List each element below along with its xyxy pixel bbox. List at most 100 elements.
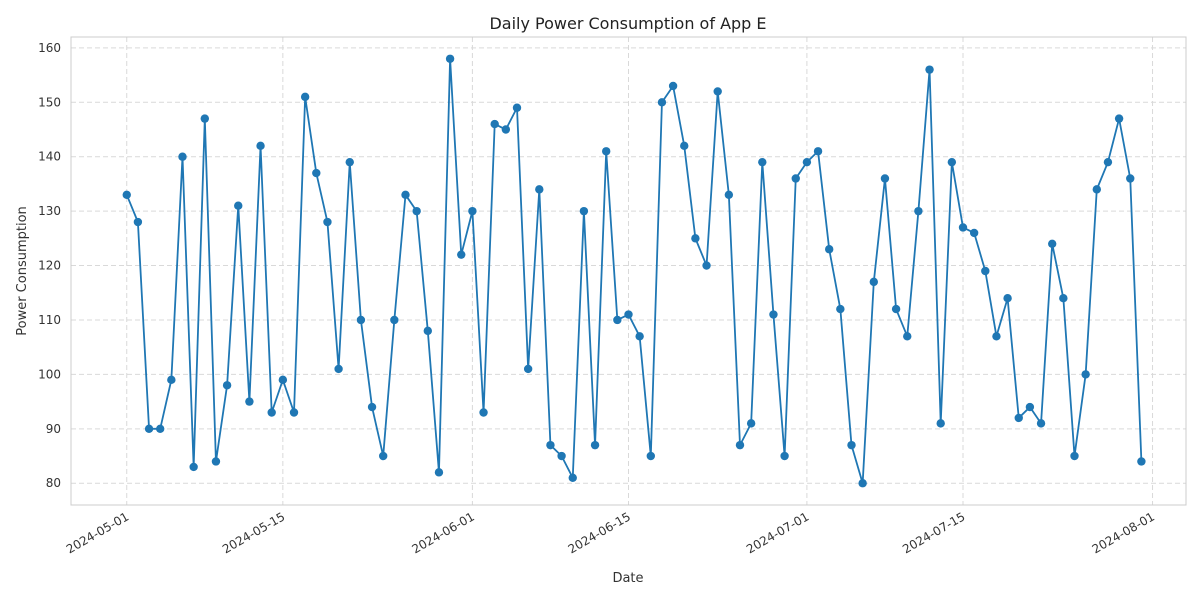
- data-point: [858, 479, 867, 488]
- data-point: [646, 451, 655, 461]
- data-point: [1048, 239, 1057, 248]
- data-point: [535, 185, 544, 194]
- data-point: [479, 408, 488, 417]
- data-point: [903, 332, 912, 341]
- data-point: [234, 201, 243, 210]
- data-point: [211, 457, 221, 466]
- data-point: [345, 157, 354, 167]
- data-point: [178, 152, 187, 161]
- data-point: [769, 310, 778, 319]
- grid-lines: [71, 37, 1186, 505]
- data-point: [914, 206, 923, 216]
- data-point: [289, 408, 299, 417]
- y-tick-label: 120: [38, 259, 61, 273]
- data-point: [992, 332, 1001, 341]
- data-point: [401, 190, 410, 200]
- data-point: [133, 217, 143, 227]
- data-point: [457, 250, 466, 259]
- x-axis-label: Date: [612, 571, 643, 586]
- data-point: [791, 174, 800, 183]
- data-point: [1126, 174, 1135, 183]
- data-point: [367, 402, 377, 412]
- data-point: [613, 315, 622, 325]
- y-tick-label: 80: [46, 476, 61, 490]
- data-point: [156, 424, 165, 434]
- data-point: [702, 261, 711, 270]
- chart-title: Daily Power Consumption of App E: [489, 14, 766, 33]
- y-tick-label: 110: [38, 313, 61, 327]
- data-point: [445, 54, 455, 63]
- data-point: [379, 451, 388, 461]
- data-point: [557, 451, 566, 461]
- data-point: [1081, 370, 1090, 379]
- data-point: [512, 103, 522, 112]
- data-point: [802, 157, 812, 167]
- data-point: [847, 440, 856, 450]
- data-point: [434, 468, 444, 477]
- data-point: [969, 228, 979, 238]
- data-point: [323, 217, 332, 227]
- data-point: [490, 119, 499, 129]
- data-point: [312, 168, 321, 178]
- data-point: [624, 310, 633, 319]
- data-point: [546, 440, 555, 450]
- data-point: [256, 141, 265, 151]
- data-point: [189, 462, 198, 472]
- series-layer: [122, 54, 1146, 488]
- data-point: [1103, 157, 1113, 167]
- data-point: [356, 315, 366, 325]
- data-point: [947, 157, 957, 167]
- data-point: [836, 304, 845, 314]
- data-point: [925, 65, 934, 74]
- data-point: [1137, 457, 1146, 466]
- data-point: [267, 408, 276, 417]
- data-point: [468, 206, 477, 216]
- data-point: [1014, 413, 1023, 423]
- data-point: [936, 419, 945, 428]
- data-point: [1059, 294, 1068, 303]
- data-point: [412, 206, 421, 216]
- data-point: [825, 245, 834, 254]
- data-point: [300, 92, 310, 102]
- data-point: [713, 87, 722, 96]
- data-point: [423, 326, 432, 336]
- y-tick-label: 160: [38, 41, 61, 55]
- data-point: [657, 98, 667, 107]
- data-point: [167, 375, 176, 385]
- data-point: [568, 473, 577, 482]
- data-point: [724, 190, 734, 200]
- data-point: [680, 141, 689, 151]
- y-axis-label: Power Consumption: [15, 206, 30, 336]
- data-point: [390, 315, 399, 325]
- data-point: [222, 381, 232, 390]
- data-point: [278, 375, 288, 385]
- data-point: [579, 206, 589, 216]
- data-point: [958, 223, 968, 232]
- data-point: [635, 332, 644, 341]
- data-point: [813, 147, 823, 156]
- data-point: [590, 440, 600, 450]
- data-point: [891, 304, 901, 314]
- y-tick-label: 140: [38, 150, 61, 164]
- data-point: [668, 81, 678, 91]
- y-tick-label: 90: [46, 422, 61, 436]
- data-point: [1003, 294, 1012, 303]
- data-point: [1114, 114, 1124, 123]
- data-point: [758, 157, 767, 167]
- data-point: [245, 397, 254, 406]
- data-point: [200, 114, 209, 123]
- data-point: [981, 266, 990, 276]
- data-point: [1036, 419, 1046, 428]
- y-tick-label: 130: [38, 204, 61, 218]
- data-point: [122, 190, 131, 200]
- data-point: [880, 174, 890, 183]
- data-point: [869, 277, 878, 287]
- data-point: [780, 451, 789, 461]
- plot-frame: [70, 36, 1187, 506]
- y-tick-label: 100: [38, 367, 61, 381]
- data-point: [602, 147, 611, 156]
- data-point: [144, 424, 154, 434]
- data-point: [691, 234, 700, 243]
